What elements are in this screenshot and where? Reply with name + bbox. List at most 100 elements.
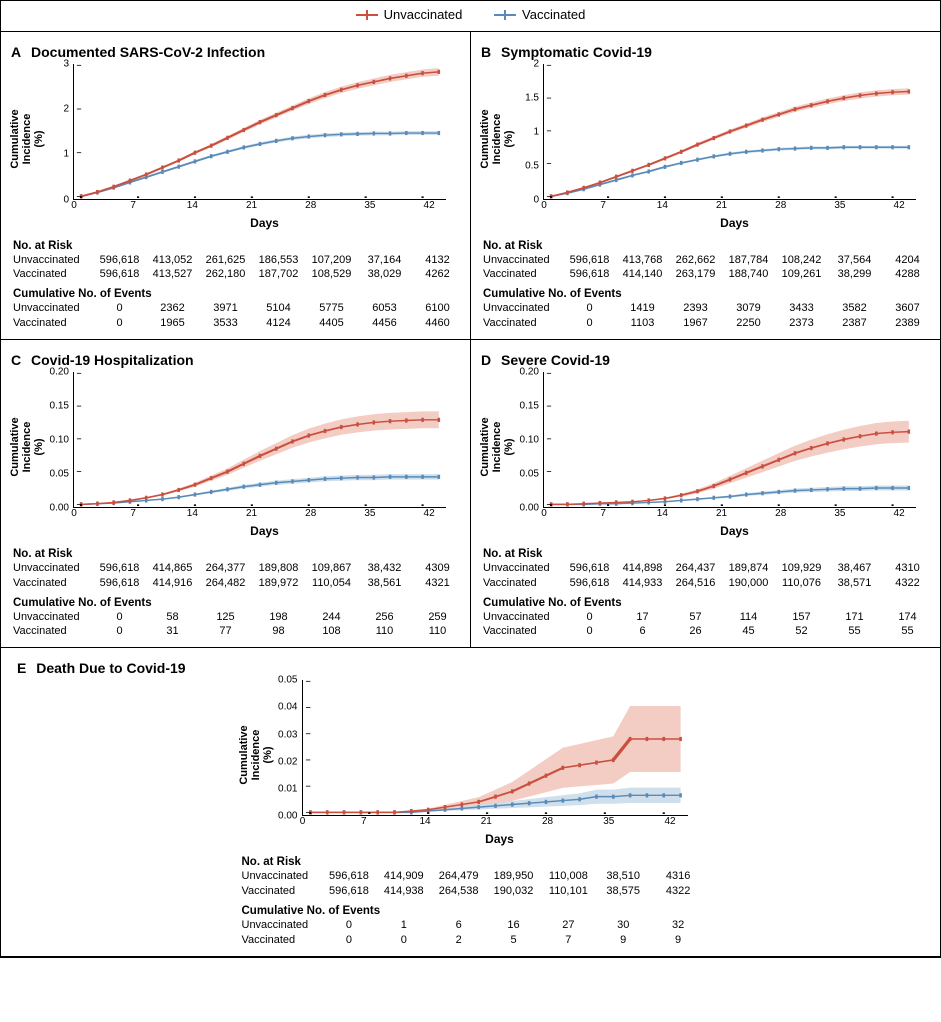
risk-value: 188,740 xyxy=(722,267,775,282)
risk-value: 55 xyxy=(828,624,881,639)
risk-value: 52 xyxy=(775,624,828,639)
risk-value: 38,029 xyxy=(358,267,411,282)
risk-value: 189,808 xyxy=(252,561,305,576)
risk-value: 262,662 xyxy=(669,253,722,268)
risk-value: 3079 xyxy=(722,301,775,316)
legend-unvac-label: Unvaccinated xyxy=(384,7,463,22)
panel-title: B Symptomatic Covid-19 xyxy=(481,44,934,60)
risk-value: 5775 xyxy=(305,301,358,316)
risk-value: 38,571 xyxy=(828,576,881,591)
risk-value: 596,618 xyxy=(563,253,616,268)
x-axis: 071421283542 xyxy=(544,199,916,213)
risk-value: 596,618 xyxy=(322,869,377,884)
panel-row: C Covid-19 Hospitalization CumulativeInc… xyxy=(1,340,940,648)
risk-value: 38,561 xyxy=(358,576,411,591)
panel-A: A Documented SARS-CoV-2 Infection Cumula… xyxy=(1,32,471,340)
risk-value: 414,933 xyxy=(616,576,669,591)
x-axis: 071421283542 xyxy=(74,507,446,521)
legend-vaccinated: Vaccinated xyxy=(494,7,585,22)
y-axis: 0.000.010.020.030.040.05 xyxy=(268,680,302,830)
risk-value: 187,784 xyxy=(722,253,775,268)
events-title: Cumulative No. of Events xyxy=(483,288,934,300)
risk-table: No. at Risk Unvaccinated 596,618413,7682… xyxy=(483,240,934,331)
risk-value: 0 xyxy=(376,933,431,948)
panel-letter: E xyxy=(17,660,26,676)
risk-value: 262,180 xyxy=(199,267,252,282)
risk-value: 190,032 xyxy=(486,884,541,899)
risk-row: Vaccinated 062645525555 xyxy=(483,624,934,639)
risk-row-label: Unvaccinated xyxy=(483,610,563,625)
risk-row: Vaccinated 596,618414,916264,482189,9721… xyxy=(13,576,464,591)
risk-value: 4309 xyxy=(411,561,464,576)
risk-row-label: Unvaccinated xyxy=(483,561,563,576)
risk-value: 414,865 xyxy=(146,561,199,576)
y-axis: 00.511.52 xyxy=(509,64,543,214)
risk-value: 110 xyxy=(358,624,411,639)
x-axis: 071421283542 xyxy=(303,815,688,829)
risk-value: 4321 xyxy=(411,576,464,591)
risk-row: Unvaccinated 058125198244256259 xyxy=(13,610,464,625)
risk-value: 4124 xyxy=(252,316,305,331)
risk-row-label: Vaccinated xyxy=(483,267,563,282)
risk-value: 0 xyxy=(93,301,146,316)
legend-swatch-unvac xyxy=(356,8,378,22)
risk-value: 414,140 xyxy=(616,267,669,282)
x-axis-label: Days xyxy=(65,216,464,230)
risk-value: 3433 xyxy=(775,301,828,316)
risk-value: 4288 xyxy=(881,267,934,282)
risk-row-label: Vaccinated xyxy=(13,267,93,282)
risk-value: 5 xyxy=(486,933,541,948)
at-risk-title: No. at Risk xyxy=(242,856,706,868)
risk-value: 57 xyxy=(669,610,722,625)
risk-row: Unvaccinated 596,618414,865264,377189,80… xyxy=(13,561,464,576)
risk-value: 110,008 xyxy=(541,869,596,884)
risk-row: Vaccinated 0196535334124440544564460 xyxy=(13,316,464,331)
risk-row: Unvaccinated 596,618413,768262,662187,78… xyxy=(483,253,934,268)
risk-value: 414,909 xyxy=(376,869,431,884)
risk-value: 55 xyxy=(881,624,934,639)
panel-letter: A xyxy=(11,44,21,60)
risk-value: 38,432 xyxy=(358,561,411,576)
risk-value: 596,618 xyxy=(93,253,146,268)
risk-value: 596,618 xyxy=(93,576,146,591)
risk-value: 414,898 xyxy=(616,561,669,576)
x-axis-label: Days xyxy=(65,524,464,538)
risk-value: 37,164 xyxy=(358,253,411,268)
legend-unvaccinated: Unvaccinated xyxy=(356,7,463,22)
risk-value: 114 xyxy=(722,610,775,625)
risk-value: 1967 xyxy=(669,316,722,331)
events-title: Cumulative No. of Events xyxy=(483,597,934,609)
risk-value: 16 xyxy=(486,918,541,933)
x-axis-label: Days xyxy=(535,216,934,230)
risk-value: 4322 xyxy=(881,576,934,591)
panel-B: B Symptomatic Covid-19 CumulativeInciden… xyxy=(471,32,940,340)
at-risk-title: No. at Risk xyxy=(483,240,934,252)
risk-row-label: Unvaccinated xyxy=(242,918,322,933)
risk-value: 264,377 xyxy=(199,561,252,576)
risk-value: 198 xyxy=(252,610,305,625)
events-title: Cumulative No. of Events xyxy=(13,288,464,300)
risk-value: 259 xyxy=(411,610,464,625)
risk-value: 38,467 xyxy=(828,561,881,576)
risk-value: 189,874 xyxy=(722,561,775,576)
risk-value: 171 xyxy=(828,610,881,625)
risk-value: 30 xyxy=(596,918,651,933)
risk-value: 108,529 xyxy=(305,267,358,282)
risk-row-label: Unvaccinated xyxy=(483,301,563,316)
risk-row-label: Vaccinated xyxy=(13,624,93,639)
risk-value: 31 xyxy=(146,624,199,639)
panel-E: E Death Due to Covid-19 CumulativeIncide… xyxy=(1,648,940,956)
risk-value: 261,625 xyxy=(199,253,252,268)
risk-value: 38,575 xyxy=(596,884,651,899)
risk-row: Vaccinated 0110319672250237323872389 xyxy=(483,316,934,331)
risk-value: 32 xyxy=(651,918,706,933)
risk-value: 3971 xyxy=(199,301,252,316)
risk-value: 2362 xyxy=(146,301,199,316)
x-axis: 071421283542 xyxy=(74,199,446,213)
risk-value: 1419 xyxy=(616,301,669,316)
chart-area: CumulativeIncidence(%) 0.000.050.100.150… xyxy=(15,372,464,522)
risk-value: 2393 xyxy=(669,301,722,316)
risk-value: 4132 xyxy=(411,253,464,268)
risk-row-label: Vaccinated xyxy=(13,316,93,331)
risk-value: 0 xyxy=(563,316,616,331)
